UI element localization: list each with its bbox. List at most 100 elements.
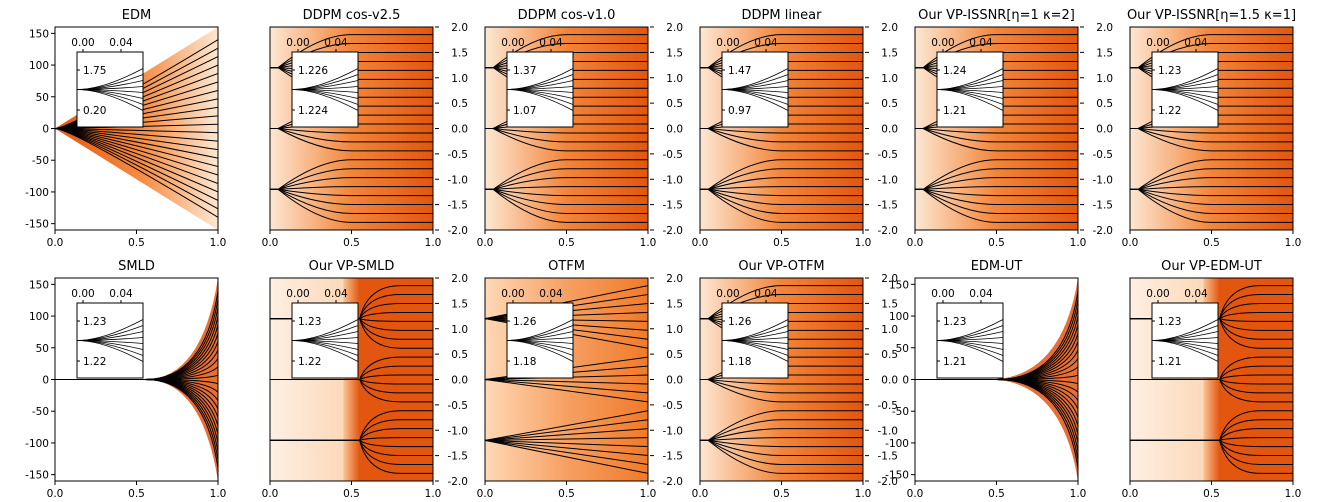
y-tick-label: -0.5 bbox=[878, 400, 899, 412]
inset-x-label: 0.04 bbox=[539, 288, 563, 300]
subplot-8: Our VP-SMLD 0.0 0.5 1.0 2.0 1.5 1.0 0.5 0.0 -0.5 -… bbox=[262, 259, 468, 500]
subplot-4: DDPM linear 0.0 0.5 1.0 2.0 1.5 1.0 0.5 0.0 -0.5 -… bbox=[692, 8, 898, 249]
y-tick-label: 50 bbox=[36, 92, 49, 104]
y-tick-label: 150 bbox=[29, 28, 49, 40]
x-tick-label: 0.0 bbox=[1122, 488, 1139, 500]
x-tick-label: 0.0 bbox=[907, 488, 924, 500]
inset-trajectory bbox=[1151, 89, 1219, 111]
x-tick-label: 0.0 bbox=[692, 488, 709, 500]
inset-y-label: 0.97 bbox=[728, 105, 751, 117]
inset-trajectory bbox=[721, 89, 789, 111]
inset-trajectory bbox=[291, 89, 359, 111]
y-tick-label: 100 bbox=[29, 60, 49, 72]
trajectory-line bbox=[485, 439, 648, 448]
subplot-6: Our VP-ISSNR[η=1.5 κ=1] 0.0 0.5 1.0 0.00 0.04… bbox=[1122, 8, 1302, 249]
y-tick-label: -50 bbox=[892, 406, 909, 418]
subplot-1: EDM 0.0 0.5 1.0 150 100 50 0 -50 -100 -150 0.00 0.04… bbox=[25, 8, 226, 249]
x-tick-label: 1.0 bbox=[425, 237, 442, 249]
trajectory-line bbox=[1130, 34, 1293, 69]
y-tick-label: 1.0 bbox=[451, 324, 468, 336]
y-tick-label: -1.0 bbox=[878, 425, 899, 437]
trajectory-line bbox=[700, 410, 863, 441]
subplot-title: OTFM bbox=[548, 259, 585, 274]
subplot-title: DDPM linear bbox=[742, 8, 823, 23]
y-tick-label: 0.5 bbox=[881, 349, 898, 361]
subplot-title: SMLD bbox=[118, 259, 155, 274]
y-tick-label: 2.0 bbox=[881, 273, 898, 285]
trajectory-line bbox=[485, 379, 648, 394]
y-tick-label: 0.5 bbox=[666, 349, 683, 361]
y-tick-label: 1.5 bbox=[881, 298, 898, 310]
x-tick-label: 0.5 bbox=[773, 488, 790, 500]
y-tick-label: 2.0 bbox=[881, 22, 898, 34]
inset-y-label: 1.24 bbox=[943, 65, 967, 77]
x-tick-label: 0.5 bbox=[773, 237, 790, 249]
inset-y-label: 1.21 bbox=[943, 105, 966, 117]
x-tick-label: 0.0 bbox=[262, 237, 279, 249]
inset-y-label: 1.18 bbox=[513, 356, 536, 368]
x-tick-label: 1.0 bbox=[210, 237, 227, 249]
x-tick-label: 0.5 bbox=[1203, 237, 1220, 249]
y-tick-label: -1.0 bbox=[448, 174, 469, 186]
inset-plot: 0.00 0.04 1.47 0.97 bbox=[716, 37, 789, 117]
subplot-title: EDM-UT bbox=[971, 259, 1023, 274]
inset-plot: 0.00 0.04 1.23 1.22 bbox=[71, 288, 144, 368]
y-tick-label: 150 bbox=[29, 279, 49, 291]
inset-trajectory bbox=[936, 340, 1004, 362]
y-tick-label: -50 bbox=[32, 406, 49, 418]
y-tick-label: 1.0 bbox=[881, 324, 898, 336]
y-tick-label: -50 bbox=[32, 155, 49, 167]
x-tick-label: 0.5 bbox=[988, 237, 1005, 249]
y-tick-label: 0.5 bbox=[451, 98, 468, 110]
trajectory-line bbox=[485, 159, 648, 190]
y-tick-label: 150 bbox=[889, 279, 909, 291]
inset-plot: 0.00 0.04 1.37 1.07 bbox=[501, 37, 574, 117]
inset-x-label: 0.04 bbox=[969, 288, 993, 300]
y-tick-label: 2.0 bbox=[1096, 22, 1113, 34]
inset-x-label: 0.00 bbox=[1146, 288, 1169, 300]
trajectory-line bbox=[485, 419, 648, 441]
trajectory-line bbox=[270, 34, 433, 69]
inset-trajectory bbox=[1151, 340, 1219, 362]
trajectory-line bbox=[485, 379, 648, 385]
x-tick-label: 1.0 bbox=[855, 488, 872, 500]
trajectory-line bbox=[485, 428, 648, 441]
inset-y-label: 1.22 bbox=[1158, 105, 1181, 117]
inset-y-label: 1.23 bbox=[1158, 316, 1181, 328]
inset-y-label: 1.21 bbox=[1158, 356, 1181, 368]
inset-y-label: 1.75 bbox=[83, 65, 106, 77]
y-tick-label: 2.0 bbox=[451, 22, 468, 34]
inset-y-label: 1.23 bbox=[298, 316, 321, 328]
y-tick-label: -0.5 bbox=[448, 400, 469, 412]
inset-y-label: 1.22 bbox=[83, 356, 106, 368]
inset-x-label: 0.04 bbox=[109, 288, 133, 300]
inset-x-label: 0.04 bbox=[969, 37, 993, 49]
y-tick-label: 0.5 bbox=[666, 98, 683, 110]
density-fill bbox=[55, 27, 218, 230]
subplot-12: Our VP-EDM-UT 0.0 0.5 1.0 0.00 0.04 1.23 1.21 bbox=[1122, 259, 1302, 500]
trajectory-line bbox=[485, 439, 648, 474]
inset-x-label: 0.00 bbox=[931, 288, 954, 300]
y-tick-label: 1.0 bbox=[1096, 73, 1113, 85]
density-fill bbox=[55, 278, 218, 481]
y-tick-label: -0.5 bbox=[663, 400, 684, 412]
y-tick-label: 0.0 bbox=[881, 375, 898, 387]
inset-y-label: 1.21 bbox=[943, 356, 966, 368]
x-tick-label: 0.0 bbox=[262, 488, 279, 500]
x-tick-label: 1.0 bbox=[1285, 237, 1302, 249]
inset-y-label: 1.23 bbox=[1158, 65, 1181, 77]
x-tick-label: 0.5 bbox=[343, 237, 360, 249]
y-tick-label: -1.5 bbox=[448, 451, 469, 463]
inset-y-label: 1.23 bbox=[943, 316, 966, 328]
y-tick-label: -2.0 bbox=[448, 476, 469, 488]
x-tick-label: 0.0 bbox=[692, 237, 709, 249]
inset-x-label: 0.00 bbox=[286, 37, 309, 49]
inset-x-label: 0.00 bbox=[71, 288, 94, 300]
inset-y-label: 1.23 bbox=[83, 316, 106, 328]
inset-y-label: 1.26 bbox=[728, 316, 752, 328]
inset-plot: 0.00 0.04 1.26 1.18 bbox=[716, 288, 789, 368]
x-tick-label: 0.0 bbox=[47, 237, 64, 249]
y-tick-label: 2.0 bbox=[451, 273, 468, 285]
trajectory-line bbox=[1130, 410, 1293, 441]
y-tick-label: 0 bbox=[902, 375, 909, 387]
